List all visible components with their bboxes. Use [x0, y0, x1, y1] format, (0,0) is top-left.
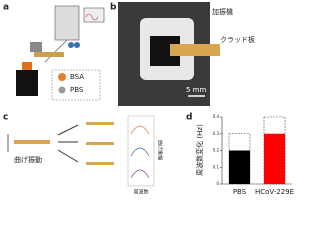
- bar: [264, 133, 285, 184]
- caption: 曲げ振動: [14, 155, 42, 164]
- panel-label: c: [3, 113, 8, 123]
- setup-illustration: [16, 5, 105, 101]
- photo: [118, 2, 220, 106]
- y-tick-label: 0.1: [213, 164, 220, 169]
- x-tick-label: PBS: [233, 188, 247, 196]
- y-tick-label: 0.4: [213, 114, 220, 119]
- y-axis-label: 周波数変化 (Hz): [195, 124, 204, 176]
- axis-label: 周波数: [133, 189, 148, 196]
- scale-bar-label: 5 mm: [186, 86, 206, 94]
- y-tick-label: 0: [216, 181, 219, 186]
- x-tick-label: HCoV-229E: [255, 188, 294, 196]
- vibration-illustration: [7, 115, 155, 187]
- figure: a BSA PBS b 加振機 クラッド板 5 mm c 曲げ振動: [3, 2, 294, 196]
- y-tick-label: 0.3: [213, 131, 220, 136]
- panel-label: b: [110, 3, 117, 13]
- y-tick-label: 0.2: [213, 148, 220, 153]
- legend-label: BSA: [70, 73, 84, 81]
- bar: [229, 150, 250, 184]
- annotation: クラッド板: [220, 35, 255, 44]
- panel-label: a: [3, 3, 9, 13]
- annotation: 加振機: [212, 7, 233, 16]
- legend-label: PBS: [70, 86, 84, 94]
- panel-label: d: [186, 113, 192, 123]
- axis-label: 曲げ振幅: [157, 140, 164, 160]
